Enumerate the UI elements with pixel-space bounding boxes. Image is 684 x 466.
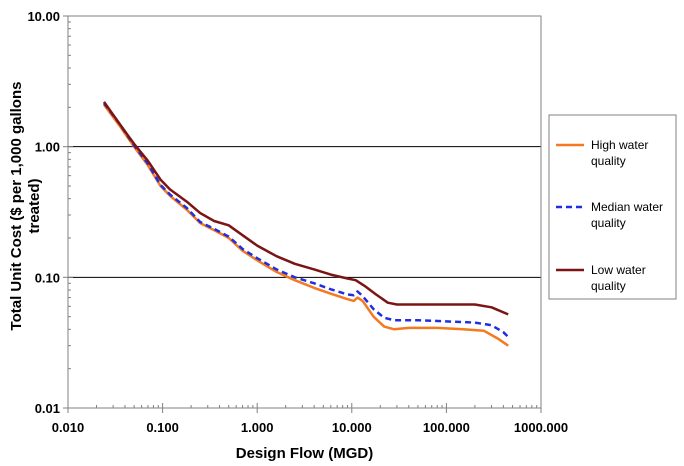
x-tick-label: 10.000	[332, 420, 372, 435]
legend-label-2: quality	[591, 216, 626, 230]
y-tick-label: 0.10	[35, 270, 60, 285]
x-tick-label: 0.010	[52, 420, 85, 435]
plot-area	[67, 15, 542, 409]
x-tick-label: 0.100	[146, 420, 179, 435]
y-axis-title: Total Unit Cost ($ per 1,000 gallons tre…	[8, 82, 43, 331]
legend-label-3: quality	[591, 279, 626, 293]
y-tick-label: 0.01	[35, 401, 60, 416]
x-axis-title: Design Flow (MGD)	[236, 445, 374, 462]
y-axis-title-line-1: Total Unit Cost ($ per 1,000 gallons	[8, 82, 25, 331]
series-layer	[102, 101, 510, 347]
legend-label-3: Low water	[591, 263, 646, 277]
legend-label-1: High water	[591, 138, 648, 152]
series-line-1	[102, 103, 509, 347]
legend: High water quality Median water quality Low …	[548, 114, 677, 300]
y-tick-label: 10.00	[27, 9, 60, 24]
series-line-3	[102, 101, 509, 316]
x-tick-label: 1.000	[241, 420, 274, 435]
x-axis-ticks: 0.010 0.100 1.000 10.000 100.000 1000.000	[52, 403, 568, 435]
x-tick-label: 1000.000	[514, 420, 568, 435]
gridlines	[68, 146, 541, 278]
series-line-2	[103, 102, 510, 338]
legend-label-1: quality	[591, 154, 626, 168]
legend-label-2: Median water	[591, 200, 663, 214]
x-tick-label: 100.000	[423, 420, 470, 435]
y-axis-ticks: 0.01 0.10 1.00 10.00	[27, 9, 73, 416]
y-tick-label: 1.00	[35, 140, 60, 155]
y-axis-title-line-2: treated)	[26, 178, 43, 233]
